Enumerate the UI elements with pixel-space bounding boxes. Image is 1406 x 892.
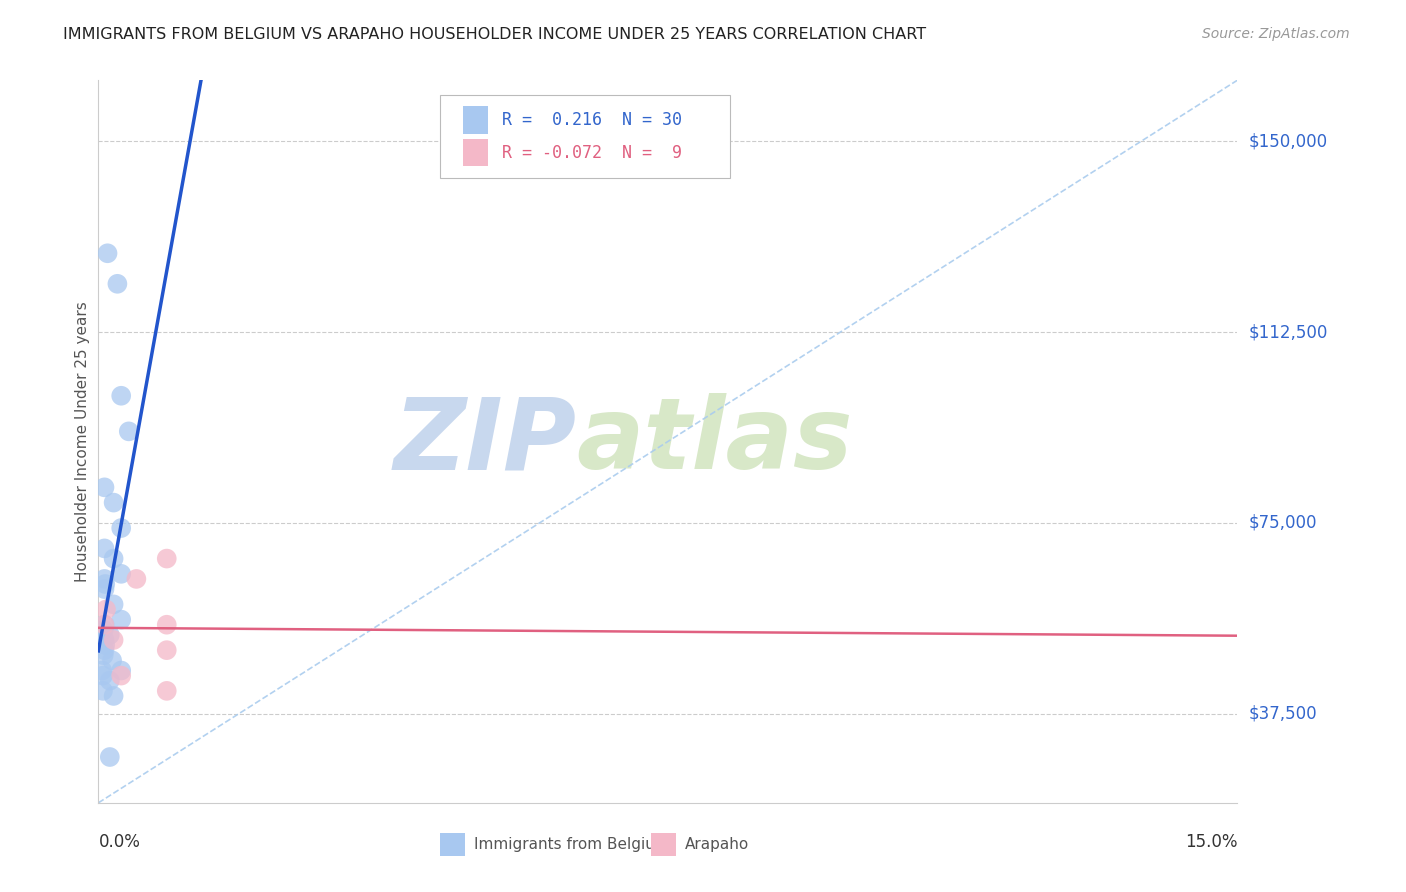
Text: $150,000: $150,000 bbox=[1249, 132, 1327, 151]
Point bbox=[94, 602, 117, 616]
FancyBboxPatch shape bbox=[463, 106, 488, 134]
Text: atlas: atlas bbox=[576, 393, 853, 490]
Point bbox=[156, 643, 179, 657]
Text: 15.0%: 15.0% bbox=[1185, 833, 1237, 851]
Point bbox=[91, 668, 114, 682]
Text: Source: ZipAtlas.com: Source: ZipAtlas.com bbox=[1202, 27, 1350, 41]
Point bbox=[93, 643, 115, 657]
Point bbox=[103, 689, 125, 703]
Point bbox=[96, 246, 118, 260]
Point bbox=[118, 425, 141, 439]
Text: 0.0%: 0.0% bbox=[98, 833, 141, 851]
Point bbox=[93, 617, 115, 632]
Point bbox=[156, 551, 179, 566]
Point bbox=[98, 673, 121, 688]
Point bbox=[94, 638, 117, 652]
Point bbox=[110, 521, 132, 535]
Point bbox=[110, 664, 132, 678]
Point bbox=[110, 613, 132, 627]
Point bbox=[93, 617, 115, 632]
Point bbox=[110, 668, 132, 682]
Point bbox=[93, 582, 115, 596]
Point bbox=[125, 572, 148, 586]
Point bbox=[91, 664, 114, 678]
Text: ZIP: ZIP bbox=[394, 393, 576, 490]
FancyBboxPatch shape bbox=[651, 833, 676, 856]
Point bbox=[93, 480, 115, 494]
Point bbox=[93, 632, 115, 647]
Text: IMMIGRANTS FROM BELGIUM VS ARAPAHO HOUSEHOLDER INCOME UNDER 25 YEARS CORRELATION: IMMIGRANTS FROM BELGIUM VS ARAPAHO HOUSE… bbox=[63, 27, 927, 42]
Point bbox=[98, 750, 121, 764]
Point bbox=[93, 648, 115, 663]
Text: R = -0.072  N =  9: R = -0.072 N = 9 bbox=[502, 144, 682, 161]
Point bbox=[110, 566, 132, 581]
Point bbox=[101, 653, 124, 667]
Point bbox=[93, 572, 115, 586]
Point bbox=[156, 684, 179, 698]
Point bbox=[107, 277, 129, 291]
Text: $112,500: $112,500 bbox=[1249, 323, 1327, 341]
FancyBboxPatch shape bbox=[440, 833, 465, 856]
Point bbox=[93, 623, 115, 637]
FancyBboxPatch shape bbox=[463, 139, 488, 166]
Point bbox=[98, 628, 121, 642]
Text: Immigrants from Belgium: Immigrants from Belgium bbox=[474, 838, 671, 852]
Y-axis label: Householder Income Under 25 years: Householder Income Under 25 years bbox=[75, 301, 90, 582]
Text: $75,000: $75,000 bbox=[1249, 514, 1317, 532]
Point bbox=[103, 598, 125, 612]
Point bbox=[94, 577, 117, 591]
Point bbox=[156, 617, 179, 632]
Text: R =  0.216  N = 30: R = 0.216 N = 30 bbox=[502, 111, 682, 129]
Point bbox=[91, 684, 114, 698]
Text: $37,500: $37,500 bbox=[1249, 705, 1317, 723]
Text: Arapaho: Arapaho bbox=[685, 838, 749, 852]
Point bbox=[93, 541, 115, 556]
Point bbox=[103, 632, 125, 647]
FancyBboxPatch shape bbox=[440, 95, 731, 178]
Point bbox=[110, 389, 132, 403]
Point bbox=[103, 495, 125, 509]
Point bbox=[103, 551, 125, 566]
